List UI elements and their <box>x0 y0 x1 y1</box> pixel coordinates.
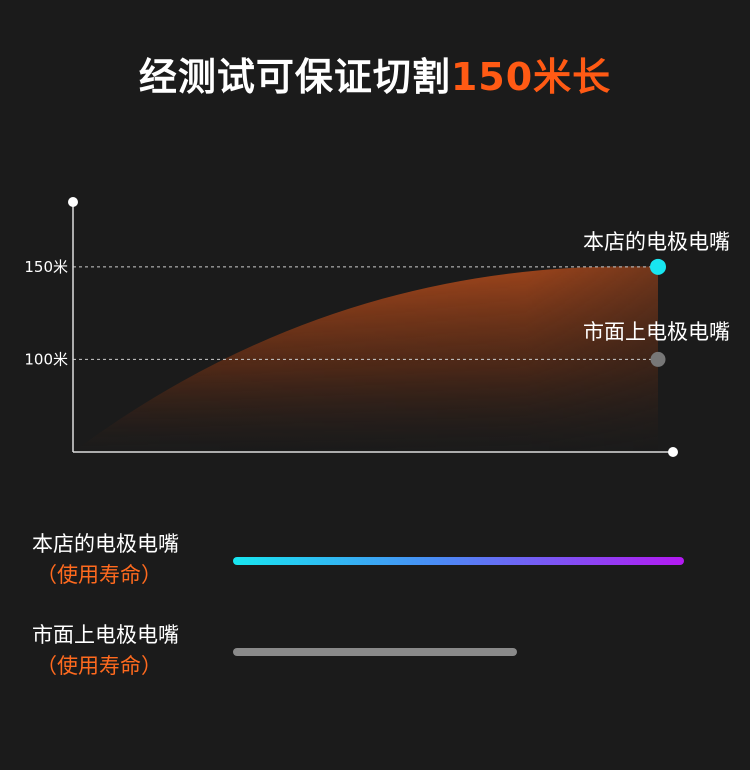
lifespan-bar-ours <box>233 557 684 565</box>
area-fill <box>73 266 658 452</box>
comparison-row-ours-title: 本店的电极电嘴 <box>32 532 179 556</box>
series-label-market: 市面上电极电嘴 <box>583 320 730 344</box>
comparison-row-market-label: 市面上电极电嘴 （使用寿命） <box>32 620 179 682</box>
comparison-row-market-sublabel: （使用寿命） <box>36 654 162 678</box>
headline-prefix: 经测试可保证切割 <box>138 55 451 99</box>
lifespan-bar-market <box>233 648 518 656</box>
lifespan-chart: 150米 100米 <box>24 197 678 457</box>
series-label-ours: 本店的电极电嘴 <box>583 230 730 254</box>
headline: 经测试可保证切割150米长 <box>0 46 750 101</box>
headline-highlight: 150米长 <box>450 55 612 99</box>
comparison-row-market-title: 市面上电极电嘴 <box>32 623 179 647</box>
x-axis-end-dot <box>668 447 678 457</box>
comparison-row-ours-sublabel: （使用寿命） <box>36 563 162 587</box>
series-point-market <box>650 351 666 367</box>
y-tick-label-100: 100米 <box>24 350 68 368</box>
series-point-ours <box>650 258 666 275</box>
y-axis-end-dot <box>68 197 78 207</box>
y-tick-label-150: 150米 <box>24 258 68 276</box>
comparison-row-ours-label: 本店的电极电嘴 （使用寿命） <box>32 529 179 591</box>
